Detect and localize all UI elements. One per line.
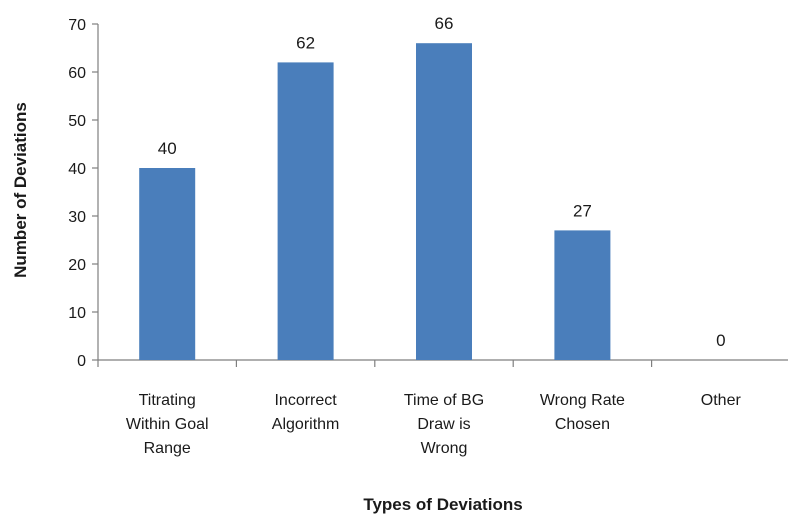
category-label: Incorrect Algorithm: [272, 392, 340, 433]
y-tick-label: 60: [68, 65, 86, 82]
plot-area: 0 10 20 30 40 50 60 70 40 Titrating Within Goal Ran…: [68, 14, 788, 457]
y-tick-label: 50: [68, 113, 86, 130]
data-label: 66: [435, 14, 454, 33]
category-label: Time of BG Draw is Wrong: [404, 392, 484, 457]
category-label: Other: [701, 392, 742, 409]
data-label: 0: [716, 331, 725, 350]
data-label: 27: [573, 201, 592, 220]
bar: [416, 43, 472, 360]
bar: [139, 168, 196, 360]
bar: [277, 62, 334, 361]
data-label: 40: [158, 139, 177, 158]
y-tick-label: 20: [68, 257, 86, 274]
x-axis-title: Types of Deviations: [363, 495, 522, 514]
y-tick-label: 0: [77, 353, 86, 370]
data-label: 62: [296, 33, 315, 52]
y-tick-label: 40: [68, 161, 86, 178]
bar: [554, 230, 611, 360]
y-tick-label: 30: [68, 209, 86, 226]
y-axis-title: Number of Deviations: [11, 102, 30, 278]
y-tick-label: 70: [68, 17, 86, 34]
category-label: Titrating Within Goal Range: [126, 392, 209, 457]
y-axis-title-group: Number of Deviations: [11, 102, 30, 278]
category-label: Wrong Rate Chosen: [540, 392, 625, 433]
y-tick-label: 10: [68, 305, 86, 322]
